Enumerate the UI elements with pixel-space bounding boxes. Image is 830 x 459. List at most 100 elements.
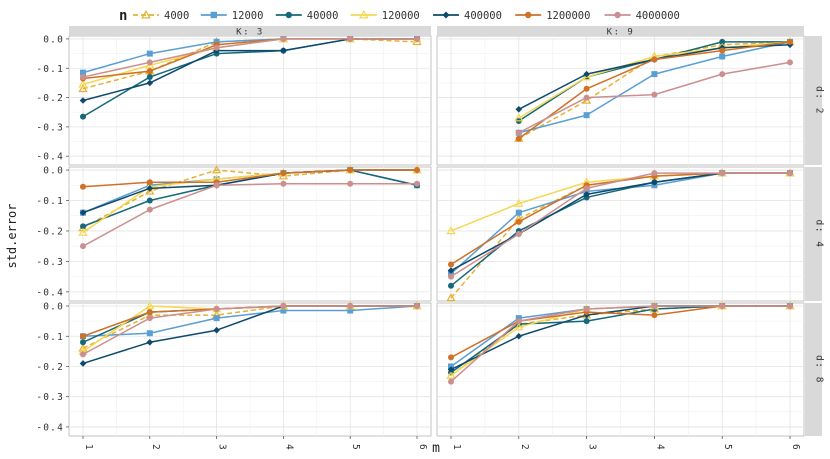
series-line	[82, 38, 417, 78]
row-strip	[805, 167, 822, 301]
x-tick-label: 5	[722, 444, 733, 450]
panel: 0.0 -0.1 -0.2 -0.3 -0.4	[36, 34, 432, 166]
y-tick-label: -0.4	[36, 287, 64, 298]
data-point	[583, 85, 590, 92]
data-point	[583, 70, 590, 78]
panel: 0.0 -0.1 -0.2 -0.3 -0.4	[36, 301, 432, 437]
data-point	[651, 56, 658, 63]
data-point	[414, 303, 420, 310]
data-point	[515, 218, 522, 225]
data-point	[448, 261, 454, 268]
data-point	[80, 333, 86, 340]
legend-swatch-marker	[614, 11, 621, 19]
data-point	[447, 267, 455, 274]
x-tick-label: 3	[587, 444, 598, 450]
legend-label: 40000	[307, 10, 339, 22]
series-4000000	[448, 303, 793, 385]
data-point	[583, 318, 590, 325]
data-point	[146, 206, 153, 213]
data-point	[581, 95, 592, 104]
data-point	[719, 47, 726, 54]
data-point	[651, 170, 658, 177]
data-point	[347, 180, 354, 187]
data-point	[583, 306, 590, 313]
data-point	[146, 309, 153, 316]
data-point	[583, 191, 590, 198]
data-point	[80, 183, 86, 190]
column-strip	[437, 26, 804, 36]
row-strip	[805, 36, 822, 165]
series-line	[82, 183, 417, 247]
legend-label: 4000	[164, 10, 189, 22]
data-point	[79, 360, 87, 367]
legend-label: 1200000	[546, 10, 590, 22]
row-strip-label: d: 2	[814, 86, 825, 115]
row-strip	[805, 303, 822, 436]
y-tick-label: 0.0	[43, 166, 64, 177]
data-point	[515, 135, 522, 142]
data-point	[80, 113, 86, 120]
series-4000000	[80, 180, 420, 250]
legend-label: 400000	[464, 10, 502, 22]
row-strip-label: d: 4	[814, 220, 825, 249]
series-line	[82, 305, 417, 356]
data-point	[146, 50, 153, 57]
data-point	[515, 129, 522, 136]
data-point	[213, 306, 220, 313]
data-point	[583, 112, 590, 119]
data-point	[448, 273, 454, 280]
legend-item: 400000	[433, 10, 502, 22]
x-tick-label: 6	[790, 444, 801, 450]
data-point	[515, 231, 522, 237]
legend-swatch-marker	[141, 9, 151, 19]
data-point	[146, 74, 153, 81]
x-tick-label: 2	[519, 444, 530, 450]
data-point	[719, 170, 726, 177]
legend-title: n	[119, 8, 127, 24]
data-point	[280, 307, 287, 314]
series-line	[518, 41, 791, 140]
series-line	[82, 38, 418, 90]
data-point	[280, 180, 287, 187]
data-point	[651, 91, 658, 98]
data-point	[719, 71, 726, 78]
data-point	[719, 53, 726, 60]
data-point	[78, 227, 88, 236]
y-tick-label: -0.1	[36, 332, 64, 343]
y-axis-title: std.error	[5, 203, 19, 268]
data-point	[213, 315, 220, 322]
data-point	[146, 330, 153, 337]
data-point	[651, 303, 658, 310]
y-tick-label: -0.4	[36, 152, 64, 163]
data-point	[514, 113, 524, 122]
legend-label: 12000	[232, 10, 264, 22]
data-point	[213, 44, 220, 51]
x-tick-label: 1	[83, 444, 94, 450]
y-tick-label: -0.3	[36, 392, 64, 403]
data-point	[514, 322, 524, 331]
data-point	[414, 180, 420, 187]
series-line	[82, 305, 418, 337]
data-point	[515, 332, 523, 340]
data-point	[146, 315, 153, 322]
data-point	[145, 186, 155, 195]
data-point	[145, 60, 155, 69]
legend-item: 40000	[275, 10, 339, 22]
data-point	[146, 179, 153, 186]
data-point	[448, 354, 454, 361]
legend-swatch-marker	[525, 11, 532, 19]
legend-item: 4000000	[604, 10, 680, 22]
legend-item: 4000	[133, 9, 189, 22]
legend-label: 4000000	[636, 10, 680, 22]
y-tick-label: -0.3	[36, 257, 64, 268]
data-point	[347, 307, 354, 314]
panel	[436, 166, 805, 302]
x-tick-label: 4	[654, 444, 665, 450]
data-point	[79, 97, 87, 104]
y-tick-label: 0.0	[43, 34, 64, 45]
data-point	[80, 243, 86, 250]
data-point	[719, 38, 726, 45]
data-point	[80, 74, 86, 81]
